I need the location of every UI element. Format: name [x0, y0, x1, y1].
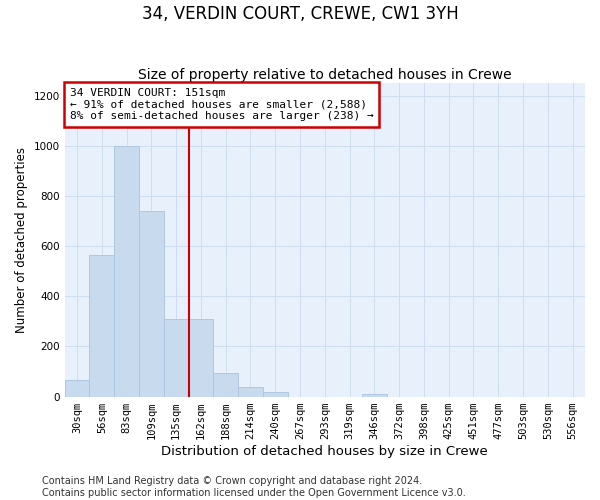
Text: 34 VERDIN COURT: 151sqm
← 91% of detached houses are smaller (2,588)
8% of semi-: 34 VERDIN COURT: 151sqm ← 91% of detache…: [70, 88, 374, 121]
Y-axis label: Number of detached properties: Number of detached properties: [15, 147, 28, 333]
Bar: [89, 255, 114, 396]
Bar: [188, 319, 214, 396]
Bar: [362, 394, 387, 396]
Bar: [139, 211, 164, 396]
X-axis label: Distribution of detached houses by size in Crewe: Distribution of detached houses by size …: [161, 444, 488, 458]
Bar: [114, 146, 139, 397]
Bar: [238, 386, 263, 396]
Bar: [263, 392, 287, 396]
Text: Contains HM Land Registry data © Crown copyright and database right 2024.
Contai: Contains HM Land Registry data © Crown c…: [42, 476, 466, 498]
Bar: [214, 373, 238, 396]
Bar: [164, 319, 188, 396]
Title: Size of property relative to detached houses in Crewe: Size of property relative to detached ho…: [138, 68, 512, 82]
Text: 34, VERDIN COURT, CREWE, CW1 3YH: 34, VERDIN COURT, CREWE, CW1 3YH: [142, 5, 458, 23]
Bar: [65, 380, 89, 396]
